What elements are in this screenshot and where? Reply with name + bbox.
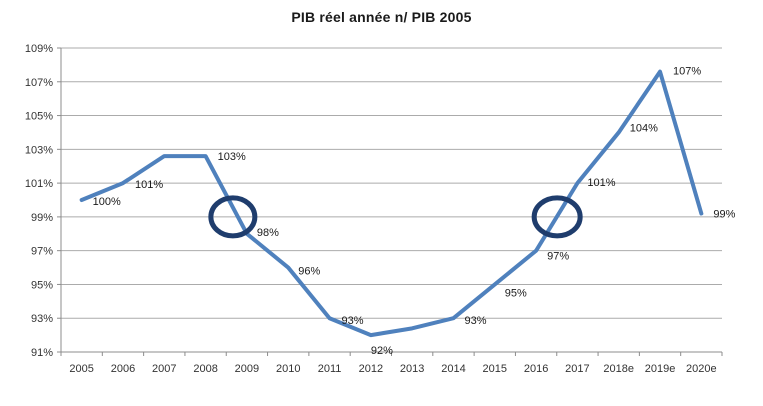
x-axis-label: 2010 — [276, 363, 300, 375]
x-axis-label: 2006 — [111, 363, 135, 375]
x-axis-label: 2017 — [565, 363, 589, 375]
data-label: 107% — [673, 66, 701, 78]
y-axis-label: 107% — [25, 77, 53, 89]
data-label: 101% — [587, 177, 615, 189]
chart-title: PIB réel année n/ PIB 2005 — [291, 9, 472, 25]
data-label: 96% — [298, 266, 320, 278]
y-axis-label: 101% — [25, 178, 53, 190]
x-axis-label: 2007 — [152, 363, 176, 375]
y-axis-label: 91% — [31, 347, 53, 359]
y-axis-label: 93% — [31, 313, 53, 325]
x-axis-label: 2011 — [318, 363, 342, 375]
series-line — [79, 69, 704, 338]
x-axis-label: 2012 — [359, 363, 383, 375]
data-label: 104% — [630, 122, 658, 134]
data-label: 93% — [464, 315, 486, 327]
x-axis-label: 2013 — [400, 363, 424, 375]
annotation-circle-2 — [531, 195, 583, 239]
y-axis-label: 109% — [25, 43, 53, 55]
y-axis-label: 99% — [31, 212, 53, 224]
y-axis-label: 103% — [25, 144, 53, 156]
x-axis-label: 2009 — [235, 363, 259, 375]
x-axis-label: 2020e — [686, 363, 717, 375]
x-axis-label: 2014 — [441, 363, 465, 375]
data-label: 101% — [135, 179, 163, 191]
data-label: 92% — [371, 345, 393, 357]
x-axis-label: 2008 — [193, 363, 217, 375]
x-axis-label: 2015 — [483, 363, 507, 375]
data-label: 97% — [547, 251, 569, 263]
data-label: 100% — [93, 196, 121, 208]
x-axis-label: 2018e — [603, 363, 634, 375]
data-label: 93% — [342, 315, 364, 327]
y-axis-label: 95% — [31, 279, 53, 291]
x-axis-label: 2016 — [524, 363, 548, 375]
x-axis-label: 2019e — [645, 363, 676, 375]
x-axis-label: 2005 — [69, 363, 93, 375]
y-axis-label: 105% — [25, 111, 53, 123]
data-label: 98% — [257, 227, 279, 239]
data-label: 99% — [713, 209, 735, 221]
y-axis-label: 97% — [31, 246, 53, 258]
data-label: 95% — [505, 287, 527, 299]
data-label: 103% — [218, 151, 246, 163]
annotation-circle-1 — [208, 195, 258, 239]
